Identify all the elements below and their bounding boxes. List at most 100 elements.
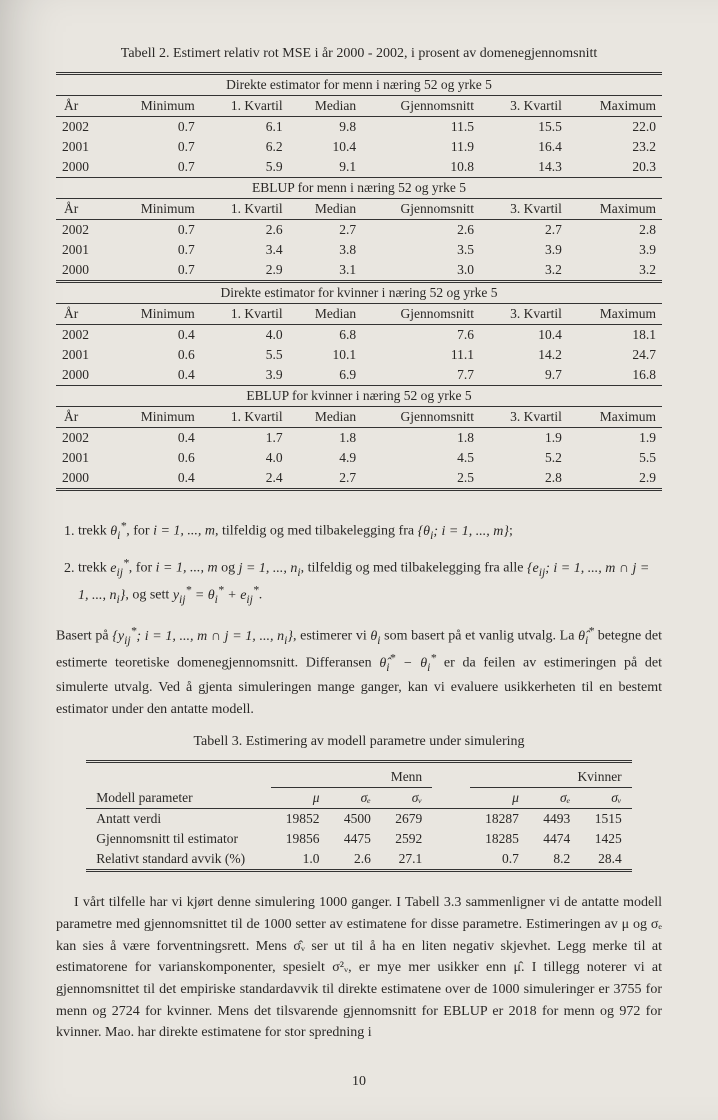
cell: 0.7: [110, 260, 201, 282]
cell: 0.4: [110, 468, 201, 490]
cell: 2.6: [201, 220, 289, 241]
cell: 3.0: [362, 260, 480, 282]
column-header: Median: [289, 199, 362, 220]
cell: 0.7: [110, 117, 201, 138]
table-row: 20000.72.93.13.03.23.2: [56, 260, 662, 282]
column-header: Gjennomsnitt: [362, 199, 480, 220]
cell: 1.8: [362, 428, 480, 449]
cell: 2.9: [201, 260, 289, 282]
column-header: 3. Kvartil: [480, 96, 568, 117]
column-header-row: ÅrMinimum1. KvartilMedianGjennomsnitt3. …: [56, 199, 662, 220]
section-header: EBLUP for kvinner i næring 52 og yrke 5: [56, 386, 662, 407]
column-header: 3. Kvartil: [480, 407, 568, 428]
cell: 3.2: [480, 260, 568, 282]
cell: 4.5: [362, 448, 480, 468]
cell: 2.7: [480, 220, 568, 241]
cell: 0.6: [110, 345, 201, 365]
cell: 1.8: [289, 428, 362, 449]
column-header: Maximum: [568, 407, 662, 428]
cell: 11.1: [362, 345, 480, 365]
cell: 2000: [56, 468, 110, 490]
cell: 24.7: [568, 345, 662, 365]
cell: 2.6: [330, 849, 381, 871]
cell: 11.9: [362, 137, 480, 157]
param-header-row: Modell parameter μ σₑ σᵥ μ σₑ σᵥ: [86, 788, 631, 809]
column-header-row: ÅrMinimum1. KvartilMedianGjennomsnitt3. …: [56, 304, 662, 325]
text: som basert på et vanlig utvalg. La: [381, 629, 579, 644]
gap: [432, 767, 470, 788]
cell: 4.0: [201, 448, 289, 468]
group-kvinner: Kvinner: [470, 767, 632, 788]
cell: 0.7: [110, 220, 201, 241]
cell: 2.5: [362, 468, 480, 490]
text: , for: [129, 561, 156, 576]
cell: 9.8: [289, 117, 362, 138]
row-label: Modell parameter: [86, 788, 270, 809]
table-row: 20000.43.96.97.79.716.8: [56, 365, 662, 386]
cell: 5.5: [201, 345, 289, 365]
table-row: 20010.65.510.111.114.224.7: [56, 345, 662, 365]
column-header: År: [56, 304, 110, 325]
column-header-row: ÅrMinimum1. KvartilMedianGjennomsnitt3. …: [56, 407, 662, 428]
table-row: 20020.41.71.81.81.91.9: [56, 428, 662, 449]
cell: 2000: [56, 365, 110, 386]
cell: 3.1: [289, 260, 362, 282]
column-header: Minimum: [110, 304, 201, 325]
cell: 2002: [56, 325, 110, 346]
math: θi*: [110, 524, 126, 539]
cell: 2.4: [201, 468, 289, 490]
cell: 8.2: [529, 849, 580, 871]
table-row: 20000.75.99.110.814.320.3: [56, 157, 662, 178]
paragraph-2: I vårt tilfelle har vi kjørt denne simul…: [56, 892, 662, 1044]
cell: 11.5: [362, 117, 480, 138]
cell: 9.1: [289, 157, 362, 178]
table-row: 20020.44.06.87.610.418.1: [56, 325, 662, 346]
col-sym: σᵥ: [381, 788, 432, 809]
cell: 14.3: [480, 157, 568, 178]
cell: 7.7: [362, 365, 480, 386]
column-header: Median: [289, 96, 362, 117]
cell: 4474: [529, 829, 580, 849]
math: yij* = θi* + eij*: [173, 588, 259, 603]
text: , og sett: [125, 588, 172, 603]
cell: 3.9: [201, 365, 289, 386]
cell: 19852: [271, 809, 330, 830]
section-header: Direkte estimator for kvinner i næring 5…: [56, 282, 662, 304]
cell: 3.9: [568, 240, 662, 260]
cell: 0.7: [470, 849, 529, 871]
cell: 3.5: [362, 240, 480, 260]
blank: [86, 767, 270, 788]
cell: 4475: [330, 829, 381, 849]
text: .: [259, 588, 263, 603]
step-1: trekk θi*, for i = 1, ..., m, tilfeldig …: [78, 517, 662, 544]
text: ;: [509, 524, 513, 539]
math: θ̂i* − θi*: [379, 656, 436, 671]
cell: 0.6: [110, 448, 201, 468]
cell: 20.3: [568, 157, 662, 178]
table3: Menn Kvinner Modell parameter μ σₑ σᵥ μ …: [86, 760, 631, 872]
text: og: [218, 561, 239, 576]
math: θ̂i*: [578, 629, 594, 644]
cell: 2001: [56, 448, 110, 468]
cell: 1.9: [480, 428, 568, 449]
cell: 15.5: [480, 117, 568, 138]
row-label: Relativt standard avvik (%): [86, 849, 270, 871]
column-header: År: [56, 199, 110, 220]
cell: 9.7: [480, 365, 568, 386]
column-header: Gjennomsnitt: [362, 96, 480, 117]
math: {yij*; i = 1, ..., m ∩ j = 1, ..., ni}: [112, 629, 293, 644]
table-row: 20000.42.42.72.52.82.9: [56, 468, 662, 490]
table3-caption: Tabell 3. Estimering av modell parametre…: [56, 734, 662, 750]
table2-caption: Tabell 2. Estimert relativ rot MSE i år …: [56, 46, 662, 62]
cell: 2001: [56, 240, 110, 260]
table-row: 20020.72.62.72.62.72.8: [56, 220, 662, 241]
cell: 2.9: [568, 468, 662, 490]
cell: 0.7: [110, 240, 201, 260]
table-row: 20010.76.210.411.916.423.2: [56, 137, 662, 157]
table-row: 20010.64.04.94.55.25.5: [56, 448, 662, 468]
column-header: Gjennomsnitt: [362, 407, 480, 428]
cell: 0.4: [110, 365, 201, 386]
table-row: 20020.76.19.811.515.522.0: [56, 117, 662, 138]
cell: 2.7: [289, 220, 362, 241]
cell: 0.4: [110, 325, 201, 346]
